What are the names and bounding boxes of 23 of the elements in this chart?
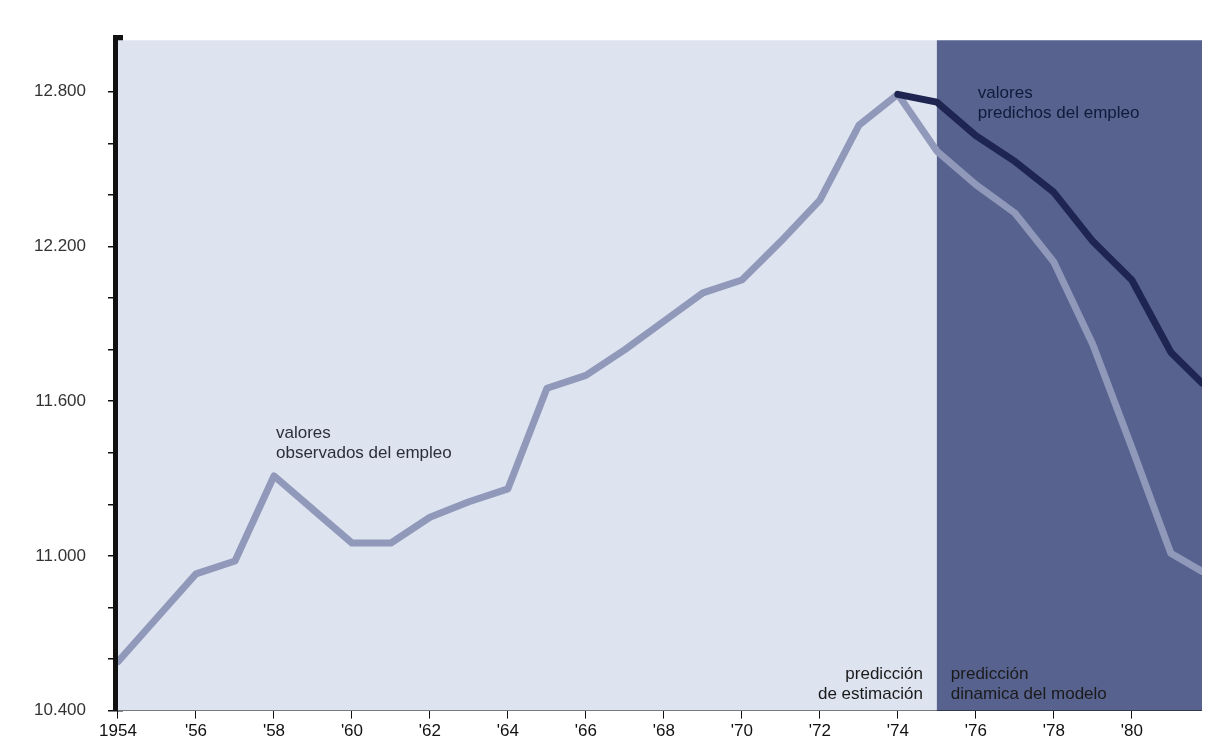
y-tick-label: 11.000: [35, 545, 86, 565]
x-tick-label: '62: [418, 721, 442, 741]
y-tick-label: 12.800: [34, 81, 86, 101]
x-tick-label: '64: [496, 721, 519, 741]
x-tick-label: '68: [652, 721, 675, 741]
band-label: predicción dinamica del modelo: [950, 663, 1107, 703]
annotation: valores observados del empleo: [275, 423, 452, 463]
y-tick-label: 11.600: [35, 390, 86, 410]
x-tick-label: '76: [964, 721, 987, 741]
x-tick-label: '72: [808, 721, 831, 741]
annotation: valores predichos del empleo: [977, 82, 1140, 122]
x-tick-label: '80: [1120, 721, 1143, 741]
x-tick-label: '78: [1042, 721, 1065, 741]
x-tick-label: '56: [184, 721, 208, 741]
y-tick-label: 12.200: [34, 236, 86, 256]
x-tick-label: '58: [262, 721, 286, 741]
x-tick-label: '60: [340, 721, 364, 741]
band-label: predicción de estimación: [817, 663, 923, 703]
x-tick-label: '74: [886, 721, 909, 741]
x-tick-label: '70: [730, 721, 753, 741]
y-tick-label: 10.400: [34, 700, 86, 720]
x-tick-label: '66: [574, 721, 597, 741]
x-tick-label: 1954: [99, 721, 137, 741]
